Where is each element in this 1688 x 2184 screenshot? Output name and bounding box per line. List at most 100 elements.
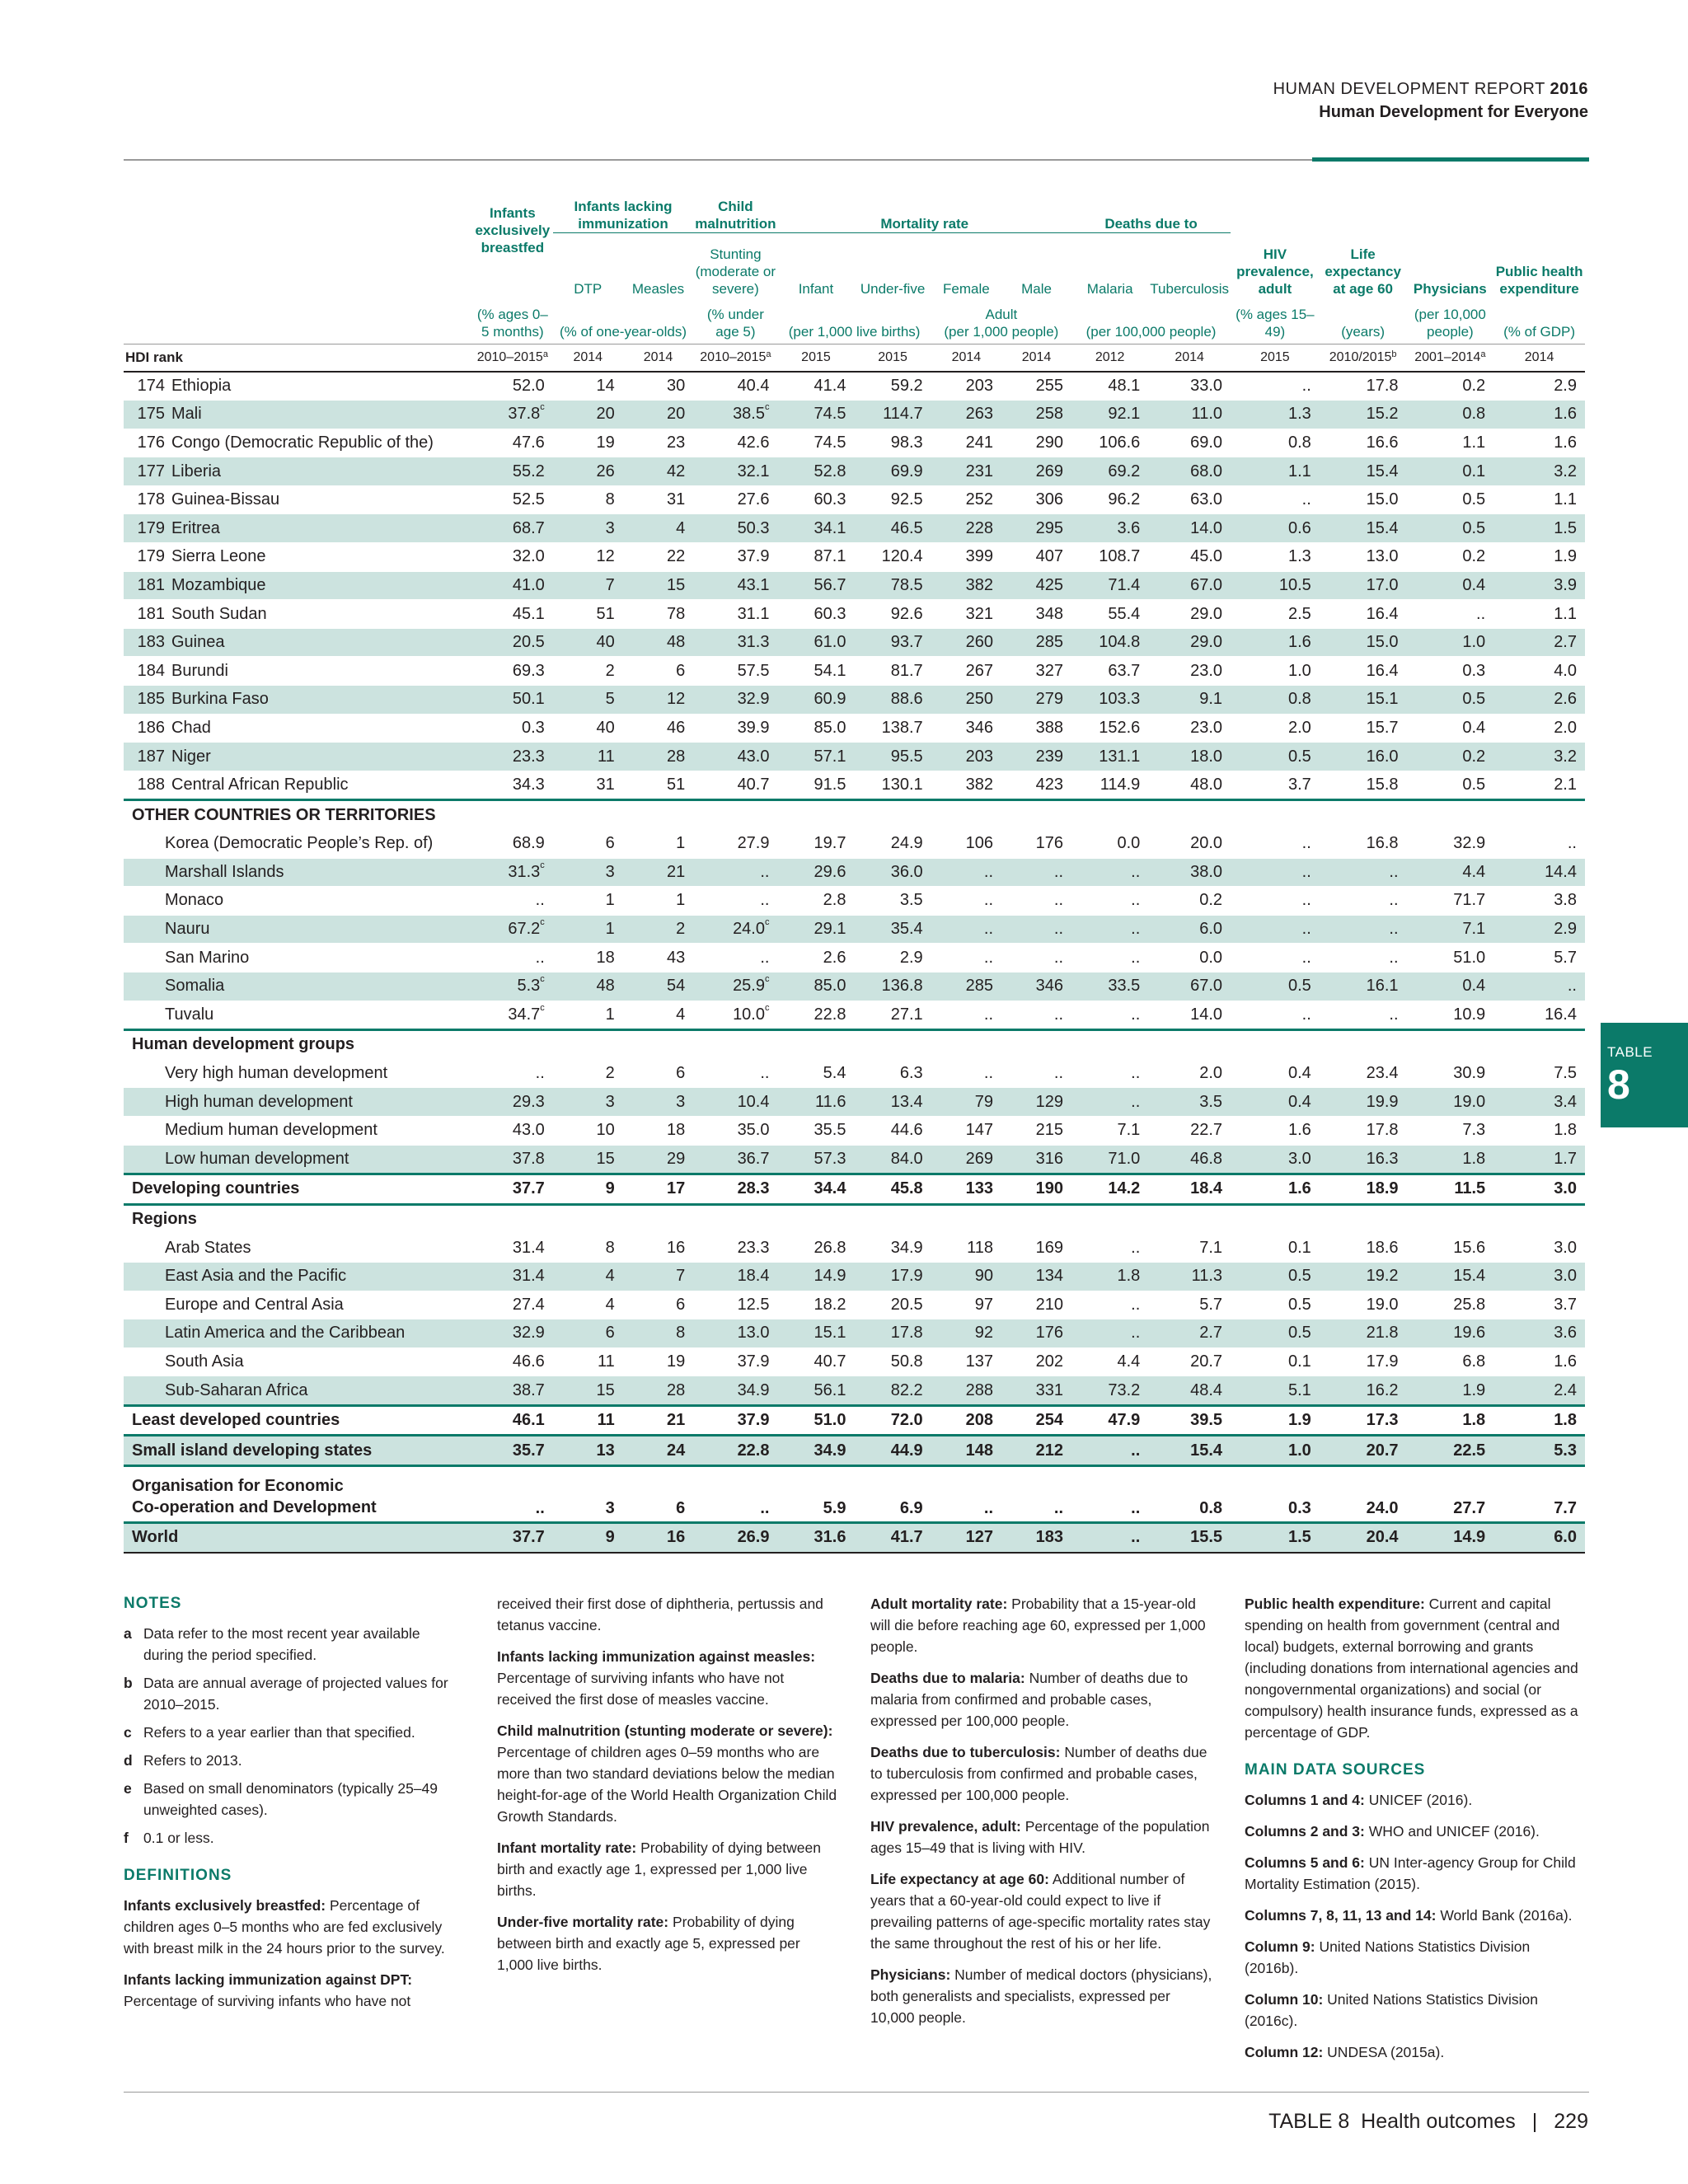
data-cell: 2.0 [1148, 1059, 1231, 1089]
table-row: Sub-Saharan Africa 38.7 15 28 34.9 56.1 82.2 28… [124, 1376, 1585, 1406]
data-cell: 32.1 [693, 457, 778, 486]
definition: HIV prevalence, adult: Percentage of the… [870, 1816, 1217, 1858]
data-cell: 37.8 [471, 1145, 553, 1175]
country-row: 177 Liberia 55.2 26 42 32.1 52.8 69.9 231 269 69.2… [124, 457, 1585, 486]
data-cell: .. [1071, 1291, 1149, 1320]
data-cell: 250 [931, 685, 1002, 715]
country-name: Mali [171, 405, 202, 424]
data-cell: 15.0 [1319, 485, 1407, 515]
data-cell: 203 [931, 742, 1002, 771]
country-row: 179 Eritrea 68.7 3 4 50.3 34.1 46.5 228 295 3.6 14.… [124, 513, 1585, 544]
section-header-row: Human development groups [124, 1029, 1585, 1060]
data-cell: 2.9 [854, 943, 931, 972]
definition-term: HIV prevalence, adult: [870, 1818, 1021, 1835]
data-cell: 69.0 [1148, 429, 1231, 458]
data-cell: 331 [1001, 1376, 1072, 1406]
definition-text: Percentage of the population ages 15–49 … [870, 1818, 1210, 1856]
data-cell: 3.7 [1493, 1291, 1585, 1320]
data-cell: 17.9 [854, 1262, 931, 1291]
data-cell: 22.5 [1406, 1434, 1494, 1467]
data-cell: 1 [622, 829, 694, 859]
data-cell: 32.9 [471, 1319, 553, 1348]
data-cell: 260 [931, 628, 1002, 658]
data-cell: 0.2 [1406, 542, 1494, 572]
data-cell: 95.5 [854, 742, 931, 771]
row-label: 176 Congo (Democratic Republic of the) [124, 429, 472, 458]
data-cell: 7 [552, 571, 623, 601]
data-cell: 13 [552, 1434, 623, 1467]
section-title: Regions [124, 1202, 1585, 1235]
data-cell: 255 [1001, 371, 1072, 401]
table-row: Very high human development.. 2 6.. 5.4 6.3.… [124, 1059, 1585, 1089]
footnote: f 0.1 or less. [124, 1827, 462, 1849]
data-cell: 26 [552, 457, 623, 486]
data-cell: 63.7 [1071, 656, 1149, 687]
data-cell: 290 [1001, 429, 1072, 458]
definition-term: Columns 7, 8, 11, 13 and 14: [1245, 1907, 1437, 1924]
data-cell: 28 [622, 742, 694, 771]
data-cell: 3.9 [1493, 571, 1585, 601]
data-cell: 1.6 [1231, 628, 1320, 658]
data-cell: 20.0 [1148, 829, 1231, 859]
data-cell: 19 [622, 1347, 694, 1377]
hdi-rank: 188 [137, 776, 165, 794]
data-cell: .. [693, 858, 778, 888]
data-cell: 7.7 [1493, 1465, 1585, 1524]
data-cell: 34.9 [777, 1434, 855, 1467]
data-cell: 22 [622, 542, 694, 572]
data-cell: 59.2 [854, 371, 931, 401]
data-cell: 18.6 [1319, 1233, 1407, 1263]
data-cell: 2.4 [1493, 1376, 1585, 1406]
data-cell: 2.6 [1493, 685, 1585, 715]
footnote-text: 0.1 or less. [143, 1830, 214, 1846]
data-cell: 0.0 [1071, 829, 1149, 859]
data-cell: 0.2 [1406, 371, 1494, 401]
data-cell: 1.6 [1493, 1347, 1585, 1377]
definition-text: WHO and UNICEF (2016). [1368, 1823, 1540, 1840]
data-cell: 138.7 [854, 714, 931, 743]
data-cell: .. [471, 1059, 553, 1089]
data-cell: 10.0c [693, 1001, 778, 1031]
data-cell: 203 [931, 371, 1002, 401]
data-cell: 4 [552, 1262, 623, 1291]
data-cell: .. [1231, 371, 1320, 401]
year-cell: 2010/2015b [1319, 344, 1407, 373]
data-cell: 2 [552, 1059, 623, 1089]
group-hiv: HIV prevalence, adult [1236, 246, 1314, 297]
data-source: Columns 5 and 6: UN Inter-agency Group f… [1245, 1852, 1587, 1895]
data-cell: 3.6 [1071, 513, 1149, 544]
data-cell: 38.7 [471, 1376, 553, 1406]
data-cell: 16.0 [1319, 742, 1407, 771]
footnote: e Based on small denominators (typically … [124, 1778, 462, 1821]
data-cell: 10 [552, 1116, 623, 1146]
data-cell: 1.1 [1493, 599, 1585, 629]
sources-title: MAIN DATA SOURCES [1245, 1761, 1426, 1779]
data-source: Columns 7, 8, 11, 13 and 14: World Bank … [1245, 1905, 1587, 1926]
definition-term: Column 9: [1245, 1938, 1315, 1955]
data-cell: 34.9 [854, 1233, 931, 1263]
subhead-under-five: Under-five [860, 280, 926, 297]
data-cell: 1.0 [1231, 1434, 1320, 1467]
country-name: Burkina Faso [171, 690, 269, 709]
subhead-stunting: Stunting (moderate or severe) [695, 246, 776, 297]
data-cell: 37.7 [471, 1173, 553, 1205]
data-cell: 93.7 [854, 628, 931, 658]
notes-column-1: NOTES a Data refer to the most recent yea… [124, 1593, 462, 2022]
definition-text: Percentage of children ages 0–5 months w… [124, 1897, 445, 1957]
data-cell: 1.6 [1493, 429, 1585, 458]
row-label: 179 Sierra Leone [124, 542, 472, 572]
data-cell: 61.0 [777, 628, 855, 658]
data-cell: .. [931, 915, 1002, 944]
definition-text: Probability that a 15-year-old will die … [870, 1596, 1206, 1655]
data-cell: 1.8 [1493, 1116, 1585, 1146]
table-tab-number: 8 [1607, 1062, 1630, 1108]
data-cell: 1.5 [1231, 1521, 1320, 1554]
data-cell: 85.0 [777, 972, 855, 1001]
definition-text: UNICEF (2016). [1368, 1792, 1473, 1808]
data-cell: 106 [931, 829, 1002, 859]
footnote-text: Based on small denominators (typically 2… [143, 1780, 438, 1818]
table-row: Monaco.. 1 1.. 2.8 3.5...... 0.2.... 71.7 3.8 [124, 886, 1585, 916]
footnote-key: d [124, 1752, 133, 1769]
data-cell: 131.1 [1071, 742, 1149, 771]
definition: Deaths due to malaria: Number of deaths … [870, 1667, 1217, 1732]
